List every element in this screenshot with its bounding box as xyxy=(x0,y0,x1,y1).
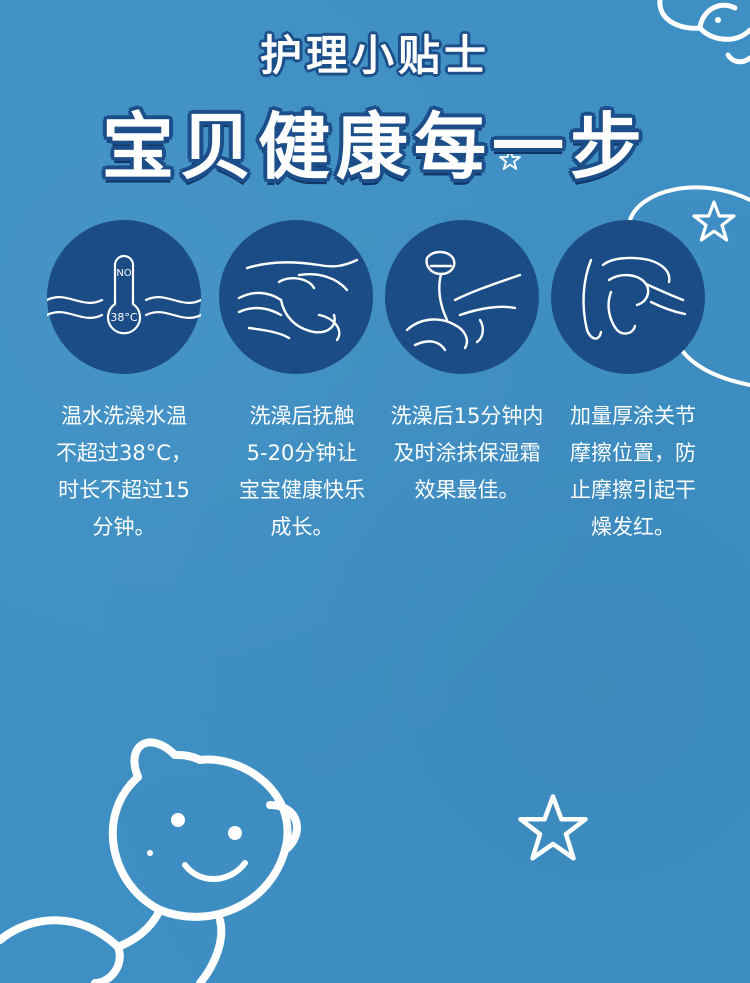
thermometer-icon: NO 38°C xyxy=(47,254,201,335)
star-large-icon xyxy=(518,794,588,861)
thermometer-label-temp: 38°C xyxy=(110,311,137,324)
page-title: 宝贝健康每一步 xyxy=(101,105,648,189)
tip-line: 宝宝健康快乐 xyxy=(239,478,365,502)
star-small-icon xyxy=(499,149,521,170)
tip-circle: NO 38°C xyxy=(47,220,201,374)
tip-line: 成长。 xyxy=(270,515,334,539)
tip-text: 洗澡后抚触 5-20分钟让 宝宝健康快乐 成长。 xyxy=(214,398,390,546)
tip-circle xyxy=(551,220,705,374)
tip-line: 洗澡后抚触 xyxy=(249,404,355,428)
thermometer-label-top: NO xyxy=(116,268,131,279)
massage-hands-icon xyxy=(237,258,359,342)
tip-line: 分钟。 xyxy=(92,515,156,539)
tip-line: 效果最佳。 xyxy=(414,478,520,502)
tip-text: 温水洗澡水温 不超过38°C， 时长不超过15 分钟。 xyxy=(36,398,212,546)
tip-text: 洗澡后15分钟内 及时涂抹保湿霜 效果最佳。 xyxy=(379,398,555,509)
rub-joint-icon xyxy=(582,256,687,340)
bear-top-right-icon xyxy=(657,0,750,65)
tip-line: 及时涂抹保湿霜 xyxy=(393,441,541,465)
tip-line: 燥发红。 xyxy=(591,515,675,539)
tip-line: 摩擦位置，防 xyxy=(570,441,696,465)
tip-line: 温水洗澡水温 xyxy=(61,404,187,428)
tip-line: 止摩擦引起干 xyxy=(570,478,696,502)
tip-line: 5-20分钟让 xyxy=(246,441,358,465)
tip-text: 加量厚涂关节 摩擦位置，防 止摩擦引起干 燥发红。 xyxy=(545,398,721,546)
page-subtitle: 护理小贴士 xyxy=(259,31,490,80)
star-heart-icon xyxy=(692,200,736,242)
tip-line: 洗澡后15分钟内 xyxy=(390,404,544,428)
tip-circle xyxy=(385,220,539,374)
tip-circle xyxy=(219,220,373,374)
tip-line: 不超过38°C， xyxy=(56,441,192,465)
bear-bottom-left-icon xyxy=(0,738,301,983)
apply-lotion-icon xyxy=(405,250,522,352)
tip-line: 加量厚涂关节 xyxy=(570,404,696,428)
tip-line: 时长不超过15 xyxy=(58,478,190,502)
